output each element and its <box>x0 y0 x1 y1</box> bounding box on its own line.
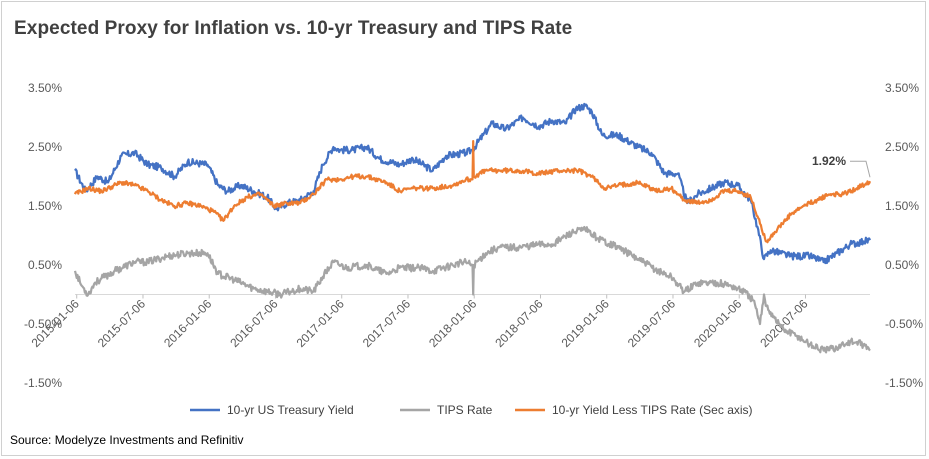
y-left-tick-label: -1.50% <box>24 376 62 390</box>
x-tick-label: 2020-01-06 <box>691 296 745 350</box>
x-tick-label: 2019-07-06 <box>625 296 679 350</box>
y-left-tick-label: 0.50% <box>28 258 62 272</box>
legend-label: TIPS Rate <box>437 403 493 417</box>
series-line-breakeven <box>73 140 872 244</box>
x-tick-label: 2016-07-06 <box>227 296 281 350</box>
x-tick-label: 2017-07-06 <box>360 296 414 350</box>
y-left-tick-label: -0.50% <box>24 317 62 331</box>
legend-label: 10-yr US Treasury Yield <box>227 403 354 417</box>
annotation-leader <box>850 160 871 178</box>
x-tick-label: 2019-01-06 <box>559 296 613 350</box>
y-left-tick-label: 2.50% <box>28 140 62 154</box>
y-right-tick-label: 2.50% <box>885 140 919 154</box>
y-right-tick-label: -1.50% <box>885 376 923 390</box>
x-tick-label: 2017-01-06 <box>294 296 348 350</box>
x-tick-label: 2015-07-06 <box>95 296 149 350</box>
series-line-tips-rate <box>73 225 871 354</box>
source-note: Source: Modelyze Investments and Refinit… <box>10 433 244 447</box>
chart-title: Expected Proxy for Inflation vs. 10-yr T… <box>14 18 573 39</box>
legend-label: 10-yr Yield Less TIPS Rate (Sec axis) <box>552 403 753 417</box>
series-line-10yr-treasury <box>74 102 871 265</box>
y-right-tick-label: 1.50% <box>885 199 919 213</box>
x-tick-label: 2018-01-06 <box>426 296 480 350</box>
y-right-tick-label: 3.50% <box>885 81 919 95</box>
x-tick-label: 2018-07-06 <box>492 296 546 350</box>
annotation-label: 1.92% <box>812 154 846 168</box>
y-right-tick-label: 0.50% <box>885 258 919 272</box>
y-left-tick-label: 3.50% <box>28 81 62 95</box>
y-left-tick-label: 1.50% <box>28 199 62 213</box>
x-tick-label: 2016-01-06 <box>161 296 215 350</box>
y-right-tick-label: -0.50% <box>885 317 923 331</box>
